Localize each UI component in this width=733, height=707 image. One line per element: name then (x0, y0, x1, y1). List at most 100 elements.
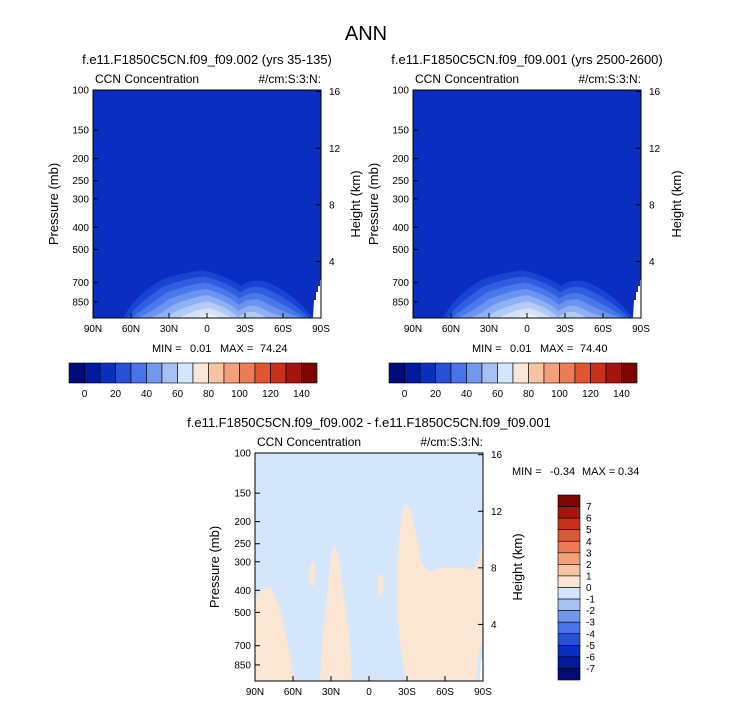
y-tick-label: 150 (72, 126, 89, 137)
panel-3-positive-region-5 (397, 505, 483, 681)
panel-2-plot-area (413, 90, 641, 318)
panel-1-plot-area (93, 90, 321, 318)
y-tick-label: 250 (72, 176, 89, 187)
x-tick-label: 0 (524, 324, 530, 335)
panel-1-min-label: MIN = (152, 343, 182, 355)
x-tick-label: 30N (480, 324, 498, 335)
colorbar-bottom-label: -3 (586, 618, 595, 629)
colorbar-top-box (466, 362, 483, 384)
colorbar-top-label: 40 (461, 389, 473, 400)
panel-2-y-axis-left: 100 150 200 250 300 400 500 700 850 (392, 86, 418, 308)
colorbar-top-box (621, 362, 638, 384)
x-tick-label: 60S (436, 687, 454, 698)
colorbar-bottom-box (557, 564, 581, 577)
panel-1-right-string: #/cm:S:3:N: (258, 72, 321, 86)
y-tick-right-label: 12 (491, 507, 503, 518)
colorbar-top-label: 120 (262, 389, 279, 400)
colorbar-top-label: 60 (172, 389, 184, 400)
colorbar-top-box (99, 362, 116, 384)
colorbar-top-box (404, 362, 421, 384)
y-tick-label: 250 (392, 176, 409, 187)
colorbar-top-boxes (68, 362, 638, 384)
colorbar-bottom-label: 7 (586, 502, 592, 513)
y-tick-label: 300 (72, 194, 89, 205)
colorbar-top-label: 60 (492, 389, 504, 400)
colorbar-bottom-box (557, 529, 581, 542)
panel-1-min-value: 0.01 (190, 343, 211, 355)
panel-3-plot-area (255, 453, 483, 681)
colorbar-bottom-box (557, 494, 581, 507)
colorbar-top-box (177, 362, 194, 384)
y-tick-right-label: 16 (491, 450, 503, 461)
panel-3-y-label: Pressure (mb) (207, 526, 222, 608)
colorbar-bottom-label: 2 (586, 560, 592, 571)
x-tick-label: 30S (398, 687, 416, 698)
colorbar-top-box (223, 362, 240, 384)
colorbar-top-box (450, 362, 467, 384)
panel-3-min-value: -0.34 (550, 466, 575, 478)
colorbar-bottom-label: 4 (586, 537, 592, 548)
panel-2-terrain-mask (633, 280, 641, 318)
y-tick-label: 100 (234, 449, 251, 460)
panel-3-y-label-right: Height (km) (510, 533, 525, 600)
y-tick-right-label: 4 (329, 257, 335, 268)
panel-2-right-string: #/cm:S:3:N: (578, 72, 641, 86)
panel-3-positive-region-4 (378, 573, 384, 598)
panel-2-x-axis: 90N 60N 30N 0 30S 60S 90S (404, 313, 650, 335)
y-tick-label: 850 (392, 297, 409, 308)
panel-3-x-axis: 90N 60N 30N 0 30S 60S 90S (246, 676, 492, 698)
colorbar-top-box (270, 362, 287, 384)
panel-1-max-label: MAX = (220, 343, 253, 355)
contour-band (150, 307, 291, 318)
panel-2-max-value: 74.40 (580, 343, 608, 355)
y-tick-right-label: 8 (329, 200, 335, 211)
panel-3-terrain-mask (480, 660, 483, 681)
panel-1-y-axis-right: 16 12 8 4 (316, 87, 341, 268)
panel-2-contour-bands (443, 270, 633, 318)
panel-2-min-label: MIN = (472, 343, 502, 355)
y-tick-label: 250 (234, 539, 251, 550)
colorbar-top-label: 100 (231, 389, 248, 400)
colorbar-top-label: 20 (430, 389, 442, 400)
figure-title: ANN (345, 23, 387, 45)
colorbar-top-box (130, 362, 147, 384)
x-tick-label: 60S (594, 324, 612, 335)
colorbar-top-label: 80 (523, 389, 535, 400)
panel-3-min-label: MIN = (512, 466, 542, 478)
panel-1-x-axis: 90N 60N 30N 0 30S 60S 90S (84, 313, 330, 335)
x-tick-label: 30N (160, 324, 178, 335)
colorbar-top-box (512, 362, 529, 384)
y-tick-right-label: 16 (329, 87, 341, 98)
colorbar-bottom-label: -6 (586, 652, 595, 663)
y-tick-label: 300 (234, 557, 251, 568)
panel-2-max-label: MAX = (540, 343, 573, 355)
panel-3-positive-region-2 (320, 545, 352, 681)
colorbar-bottom-label: 3 (586, 548, 592, 559)
y-tick-label: 400 (234, 586, 251, 597)
y-tick-label: 500 (72, 245, 89, 256)
x-tick-label: 30S (236, 324, 254, 335)
panel-2-title: f.e11.F1850C5CN.f09_f09.001 (yrs 2500-26… (391, 52, 662, 67)
panel-1-left-string: CCN Concentration (95, 72, 199, 86)
colorbar-top-box (559, 362, 576, 384)
colorbar-top-label: 0 (82, 389, 88, 400)
colorbar-top-box (68, 362, 85, 384)
panel-2-y-label-right: Height (km) (669, 170, 684, 237)
colorbar-bottom-label: 5 (586, 525, 592, 536)
panel-3-positive-region-1 (255, 587, 294, 681)
colorbar-top-box (419, 362, 436, 384)
colorbar-bottom-box (557, 506, 581, 519)
panel-3-positive-region-3 (309, 561, 315, 587)
colorbar-top-box (388, 362, 405, 384)
x-tick-label: 30S (556, 324, 574, 335)
x-tick-label: 90N (246, 687, 264, 698)
panel-3-right-string: #/cm:S:3:N: (420, 435, 483, 449)
panel-3: f.e11.F1850C5CN.f09_f09.002 - f.e11.F185… (187, 415, 639, 698)
panel-3-title: f.e11.F1850C5CN.f09_f09.002 - f.e11.F185… (187, 415, 551, 430)
y-tick-label: 300 (392, 194, 409, 205)
contour-band (145, 301, 295, 318)
y-tick-label: 150 (392, 126, 409, 137)
x-tick-label: 60N (284, 687, 302, 698)
